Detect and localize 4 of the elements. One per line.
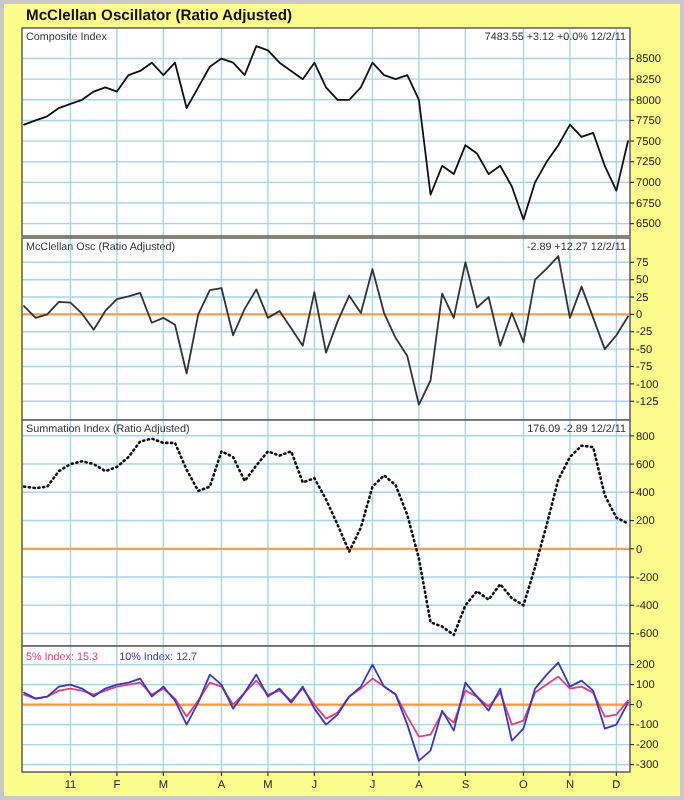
line-series	[22, 437, 630, 637]
line-series	[23, 675, 629, 738]
line-series	[23, 661, 629, 762]
line-series	[23, 45, 629, 221]
